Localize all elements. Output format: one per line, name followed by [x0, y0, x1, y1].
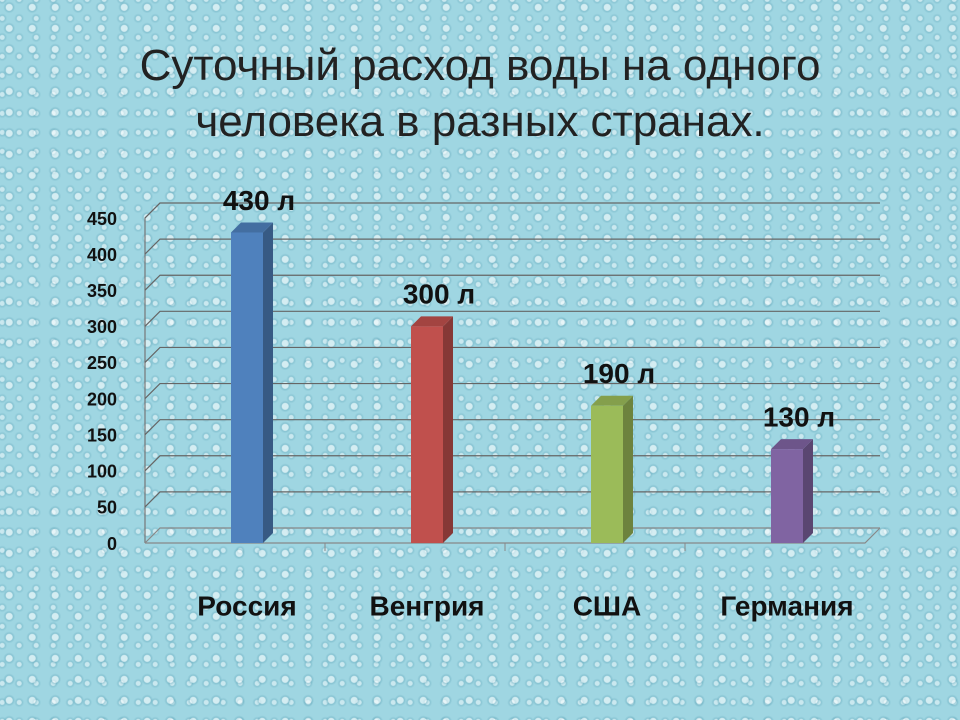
bar-top	[591, 395, 633, 406]
grid-line	[144, 527, 880, 544]
x-tick-label: Венгрия	[369, 590, 484, 621]
bar	[771, 449, 803, 543]
y-tick-label: 100	[87, 462, 117, 482]
grid-line	[144, 310, 880, 327]
bar-side	[263, 222, 273, 543]
y-tick-label: 450	[87, 209, 117, 229]
bar-top	[411, 316, 453, 327]
y-tick-label: 150	[87, 425, 117, 445]
bar	[411, 326, 443, 543]
bar-side	[803, 439, 813, 543]
bar-top	[771, 439, 813, 450]
value-label: 130 л	[763, 402, 835, 433]
y-tick-label: 250	[87, 353, 117, 373]
y-tick-label: 200	[87, 389, 117, 409]
chart-title: Суточный расход воды на одного человека …	[139, 41, 821, 146]
grid-line	[144, 455, 880, 472]
y-tick-label: 400	[87, 245, 117, 265]
y-tick-label: 50	[97, 498, 117, 518]
bar-top	[231, 222, 273, 233]
bar	[591, 405, 623, 543]
grid-line	[144, 382, 880, 399]
grid-line	[144, 419, 880, 436]
y-tick-label: 350	[87, 281, 117, 301]
grid-line	[144, 274, 880, 291]
x-tick-label: США	[573, 590, 642, 621]
value-label: 430 л	[223, 185, 295, 216]
y-axis-wall	[144, 202, 161, 543]
grid-line	[144, 238, 880, 255]
y-tick-label: 300	[87, 317, 117, 337]
value-label: 190 л	[583, 358, 655, 389]
x-tick-label: Германия	[720, 590, 853, 621]
x-tick-label: Россия	[197, 590, 296, 621]
y-tick-label: 0	[107, 534, 117, 554]
grid-line	[144, 202, 880, 219]
bar	[231, 232, 263, 543]
grid-line	[144, 346, 880, 363]
bar-side	[623, 395, 633, 543]
floor-edge	[145, 527, 881, 544]
bar-side	[443, 316, 453, 543]
grid-line	[144, 491, 880, 508]
value-label: 300 л	[403, 279, 475, 310]
